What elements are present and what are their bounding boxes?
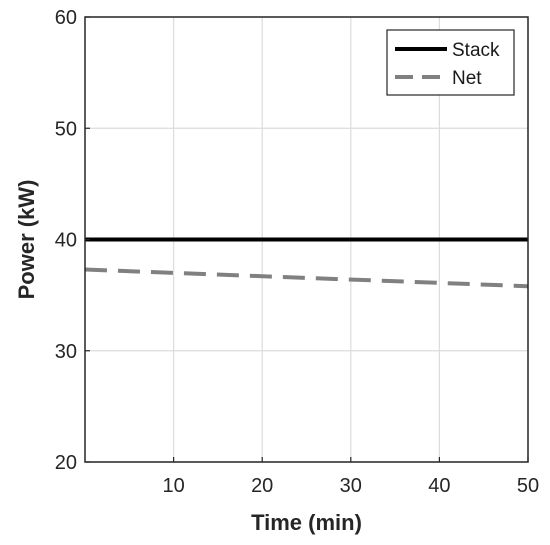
legend-label-stack: Stack bbox=[452, 40, 500, 61]
legend-label-net: Net bbox=[452, 68, 482, 89]
x-tick-label: 20 bbox=[251, 475, 273, 497]
series-line-net bbox=[84, 267, 529, 289]
x-tick-label: 40 bbox=[428, 475, 450, 497]
legend: Stack Net bbox=[386, 29, 515, 96]
y-tick-label: 20 bbox=[55, 452, 77, 474]
y-axis-label: Power (kW) bbox=[14, 180, 39, 300]
x-axis-label: Time (min) bbox=[251, 510, 362, 535]
legend-box bbox=[386, 29, 515, 96]
y-tick-label: 30 bbox=[55, 341, 77, 363]
y-tick-label: 50 bbox=[55, 118, 77, 140]
series-layer bbox=[84, 237, 529, 289]
x-tick-label: 50 bbox=[517, 475, 539, 497]
x-tick-label: 10 bbox=[162, 475, 184, 497]
y-tick-label: 40 bbox=[55, 230, 77, 252]
tick-labels: 10 20 30 40 50 20 30 40 50 60 bbox=[55, 7, 539, 497]
x-tick-label: 30 bbox=[340, 475, 362, 497]
y-tick-label: 60 bbox=[55, 7, 77, 29]
